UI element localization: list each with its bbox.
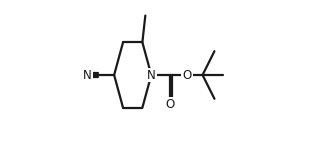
Text: O: O [165,98,175,111]
Text: O: O [182,69,192,81]
Text: N: N [83,69,92,81]
Text: N: N [147,69,156,81]
